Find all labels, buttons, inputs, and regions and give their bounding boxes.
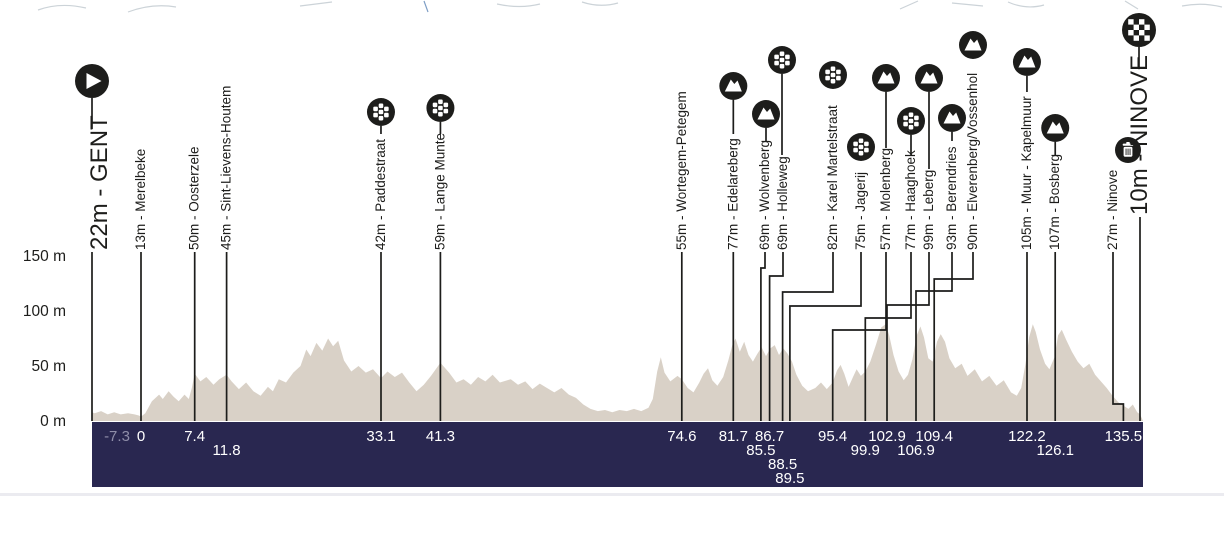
y-axis-label: 50 m [32, 358, 66, 375]
waypoint-label: 50m - Oosterzele [187, 146, 202, 250]
km-label: 11.8 [213, 442, 241, 459]
waypoint-22m-gent: 22m - GENT -7.3 [75, 64, 130, 445]
km-label: 81.7 [719, 428, 748, 445]
waypoint-label: 75m - Jagerij [853, 172, 868, 250]
km-label: 122.2 [1008, 428, 1046, 445]
km-label: -7.3 [104, 428, 130, 445]
elevation-area [92, 324, 1143, 421]
km-label: 126.1 [1036, 442, 1074, 459]
climb-icon [1012, 48, 1041, 76]
km-label: 135.5 [1105, 428, 1143, 445]
cobbles-icon [366, 98, 395, 126]
waypoint-50m-oosterzele: 50m - Oosterzele 7.4 [184, 146, 205, 445]
km-label: 109.4 [915, 428, 953, 445]
cobbles-icon [768, 46, 796, 74]
km-label: 106.9 [897, 442, 935, 459]
waypoint-leader-line [768, 252, 784, 421]
waypoint-label: 13m - Merelbeke [133, 149, 148, 250]
waypoint-label: 82m - Karel Martelstraat [825, 105, 840, 250]
waste-icon [1115, 137, 1141, 163]
climb-icon [1041, 114, 1070, 142]
waypoint-75m-jagerij: 75m - Jagerij 89.5 [775, 133, 875, 487]
waypoint-leader-line [789, 252, 862, 421]
map-edge-decoration [37, 0, 1223, 13]
waypoint-label: 27m - Ninove [1105, 170, 1120, 250]
climb-icon [752, 100, 780, 128]
y-axis-label: 0 m [40, 413, 66, 430]
waypoint-label: 93m - Berendries [944, 146, 959, 250]
waypoint-leader-line [760, 252, 766, 421]
start-icon [75, 64, 109, 98]
waypoint-leader-line [781, 252, 834, 421]
km-label: 89.5 [775, 470, 804, 487]
waypoint-55m-wortegem-petegem: 55m - Wortegem-Petegem 74.6 [667, 91, 696, 445]
waypoint-leader-line [831, 252, 887, 421]
waypoint-leader-line [864, 252, 912, 421]
waypoint-99m-leberg: 99m - Leberg 102.9 [868, 64, 943, 445]
km-label: 74.6 [667, 428, 696, 445]
waypoint-label: 107m - Bosberg [1047, 154, 1062, 250]
climb-icon [872, 64, 900, 92]
waypoint-69m-wolvenberg: 69m - Wolvenberg 85.5 [746, 100, 780, 459]
y-axis-label: 100 m [23, 303, 66, 320]
waypoint-label: 59m - Lange Munte [432, 133, 447, 250]
bottom-divider [0, 493, 1224, 496]
waypoint-label: 42m - Paddestraat [373, 139, 388, 250]
waypoint-57m-molenberg: 57m - Molenberg 95.4 [818, 64, 900, 445]
y-axis: 150 m 100 m 50 m 0 m [23, 248, 66, 430]
waypoint-10m-ninove: 10m - NINOVE [1122, 13, 1156, 421]
cobbles-icon [897, 107, 925, 135]
waypoint-label: 69m - Wolvenberg [757, 140, 772, 250]
waypoint-label: 77m - Edelareberg [725, 138, 740, 250]
climb-icon [719, 72, 748, 100]
km-label: 7.4 [184, 428, 205, 445]
km-label: 102.9 [868, 428, 906, 445]
waypoint-label: 77m - Haaghoek [903, 150, 918, 250]
waypoint-13m-merelbeke: 13m - Merelbeke 0 [133, 149, 148, 445]
climb-icon [938, 104, 966, 132]
waypoint-69m-holleweg: 69m - Holleweg 86.7 [755, 46, 796, 445]
finish-icon [1122, 13, 1156, 47]
waypoint-label: 105m - Muur - Kapelmuur [1019, 96, 1034, 250]
km-label: 88.5 [768, 456, 797, 473]
waypoint-label: 22m - GENT [86, 115, 113, 250]
distance-axis-bar [92, 422, 1143, 487]
waypoint-label: 10m - NINOVE [1126, 55, 1153, 215]
waypoint-leader-line [933, 252, 974, 421]
waypoint-label: 55m - Wortegem-Petegem [674, 91, 689, 250]
waypoint-label: 90m - Elverenberg/Vossenhol [965, 73, 980, 250]
waypoint-105m-muur-kapelmuur: 105m - Muur - Kapelmuur 122.2 [1008, 48, 1046, 445]
cobbles-icon [426, 94, 455, 122]
waypoint-label: 69m - Holleweg [775, 156, 790, 250]
climb-icon [959, 31, 987, 59]
waypoint-label: 57m - Molenberg [878, 148, 893, 250]
cobbles-icon [847, 133, 875, 161]
waypoint-59m-lange-munte: 59m - Lange Munte 41.3 [426, 94, 455, 445]
y-axis-label: 150 m [23, 248, 66, 265]
climb-icon [915, 64, 943, 92]
km-label: 41.3 [426, 428, 455, 445]
waypoint-77m-haaghoek: 77m - Haaghoek 99.9 [851, 107, 925, 459]
km-label: 85.5 [746, 442, 775, 459]
km-label: 86.7 [755, 428, 784, 445]
km-label: 0 [137, 428, 145, 445]
cobbles-icon [819, 61, 847, 89]
waypoint-77m-edelareberg: 77m - Edelareberg 81.7 [719, 72, 748, 445]
waypoint-107m-bosberg: 107m - Bosberg 126.1 [1036, 114, 1074, 459]
waypoint-42m-paddestraat: 42m - Paddestraat 33.1 [366, 98, 396, 445]
waypoint-90m-elverenberg-vossenhol: 90m - Elverenberg/Vossenhol 109.4 [915, 31, 987, 445]
waypoint-27m-ninove: 27m - Ninove 135.5 [1105, 137, 1143, 445]
km-label: 95.4 [818, 428, 847, 445]
waypoint-82m-karel-martelstraat: 82m - Karel Martelstraat 88.5 [768, 61, 847, 473]
waypoint-label: 99m - Leberg [921, 170, 936, 250]
waypoint-leader-line [886, 252, 930, 421]
km-label: 33.1 [366, 428, 395, 445]
waypoint-45m-sint-lievens-houtem: 45m - Sint-Lievens-Houtem 11.8 [213, 86, 241, 459]
waypoint-leader-line [1112, 252, 1125, 421]
km-label: 99.9 [851, 442, 880, 459]
waypoint-label: 45m - Sint-Lievens-Houtem [219, 86, 234, 250]
